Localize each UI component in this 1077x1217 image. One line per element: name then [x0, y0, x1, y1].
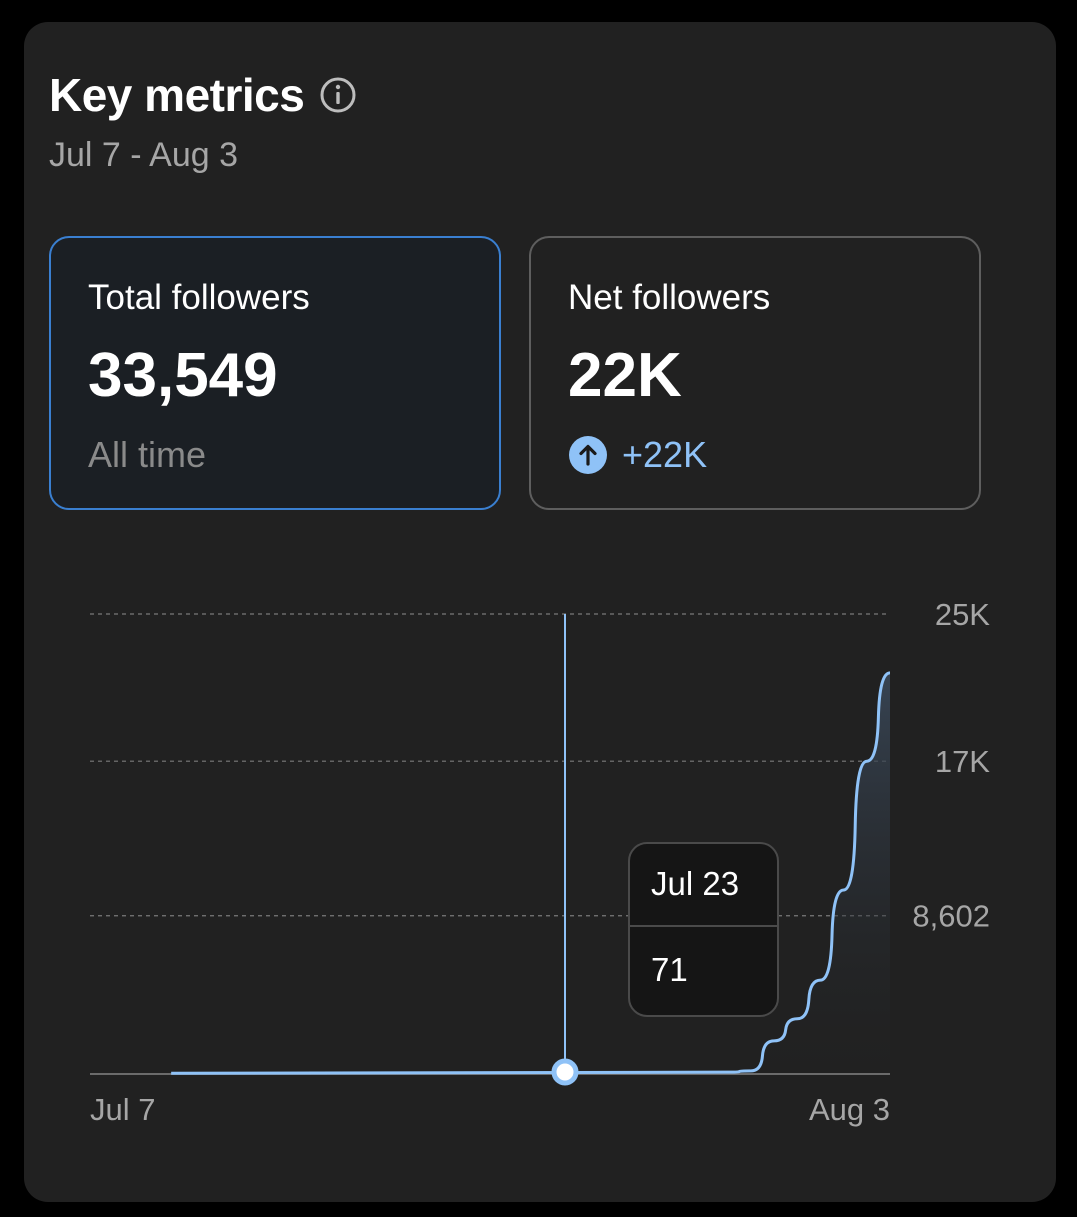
tooltip-value: 71 — [651, 951, 688, 988]
metric-label: Total followers — [88, 278, 310, 317]
metric-delta: +22K — [568, 434, 707, 476]
net-followers-card[interactable]: Net followers 22K +22K — [529, 236, 981, 510]
metric-value: 33,549 — [88, 341, 278, 410]
total-followers-card[interactable]: Total followers 33,549 All time — [49, 236, 501, 510]
x-tick-label: Jul 7 — [90, 1092, 155, 1127]
metric-value: 22K — [568, 341, 682, 410]
x-tick-label: Aug 3 — [809, 1092, 890, 1127]
delta-value: +22K — [622, 434, 708, 475]
page-title: Key metrics — [49, 69, 305, 121]
series-line — [171, 671, 891, 1075]
y-tick-label: 17K — [935, 744, 990, 779]
y-tick-label: 8,602 — [912, 899, 990, 934]
metric-label: Net followers — [568, 278, 771, 317]
metric-subtitle: All time — [88, 434, 207, 475]
info-circle-icon[interactable] — [318, 75, 358, 115]
tooltip — [628, 842, 779, 1017]
tooltip-date: Jul 23 — [651, 865, 739, 902]
series-area — [171, 672, 890, 1074]
date-range: Jul 7 - Aug 3 — [49, 136, 239, 174]
hover-point[interactable] — [551, 1058, 579, 1086]
arrow-up-circle-icon — [568, 435, 608, 475]
y-tick-label: 25K — [935, 597, 990, 632]
title-row: Key metrics — [49, 68, 358, 122]
